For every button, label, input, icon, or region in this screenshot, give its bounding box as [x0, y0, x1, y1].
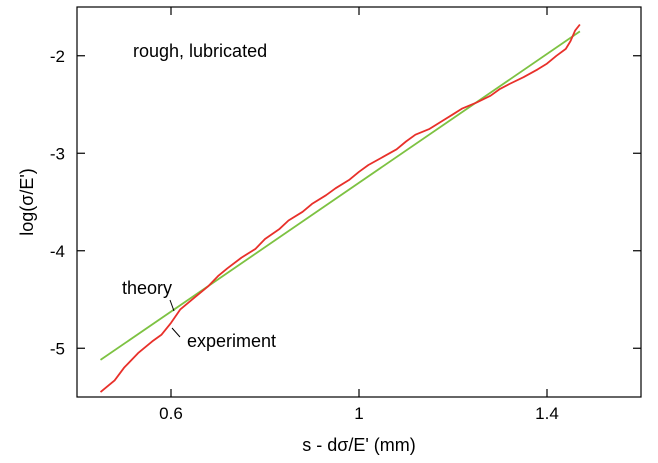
annotation-condition: rough, lubricated: [133, 41, 267, 61]
annotation-experiment: experiment: [187, 331, 276, 351]
y-tick-label: -2: [50, 47, 65, 66]
x-axis-label: s - dσ/E' (mm): [302, 435, 416, 455]
x-tick-label: 0.6: [159, 404, 183, 423]
tick-labels: 0.6 1 1.4 -5 -4 -3 -2: [50, 47, 559, 423]
y-tick-label: -4: [50, 242, 65, 261]
series-lines: [99, 23, 581, 393]
series-line-theory: [99, 30, 581, 361]
annotation-theory: theory: [122, 278, 172, 298]
x-tick-label: 1.4: [535, 404, 559, 423]
plot-frame: [76, 6, 642, 398]
annotations: rough, lubricated theory experiment: [122, 41, 276, 351]
y-tick-label: -3: [50, 144, 65, 163]
x-tick-label: 1: [354, 404, 363, 423]
y-axis-label: log(σ/E'): [17, 168, 37, 236]
annotation-theory-pointer: [169, 299, 175, 312]
series-line-experiment: [99, 23, 581, 393]
tick-marks: [77, 7, 641, 397]
y-tick-label: -5: [50, 339, 65, 358]
annotation-experiment-pointer: [171, 327, 181, 338]
